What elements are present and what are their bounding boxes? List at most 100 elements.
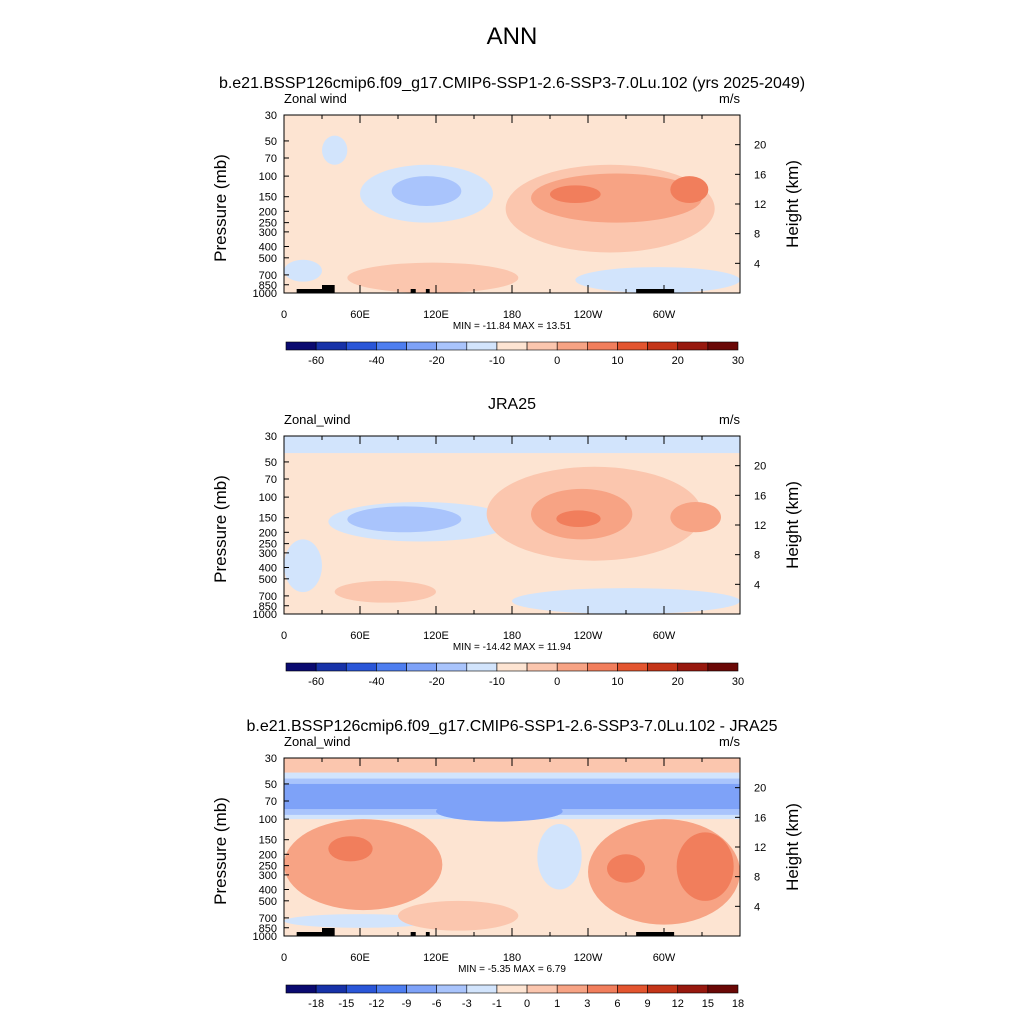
height-tick-label: 8 (754, 872, 760, 884)
colorbar-swatch (677, 662, 709, 672)
colorbar-swatch (617, 662, 648, 672)
colorbar-swatch (617, 984, 648, 994)
x-tick-label: 60W (653, 630, 676, 642)
variable-label: Zonal_wind (284, 412, 351, 427)
colorbar-label: -18 (308, 998, 324, 1010)
colorbar-swatch (496, 662, 528, 672)
colorbar-swatch (647, 341, 679, 351)
colorbar-label: -60 (308, 676, 324, 688)
x-tick-label: 180 (503, 952, 521, 964)
panels-group: b.e21.BSSP126cmip6.f09_g17.CMIP6-SSP1-2.… (211, 75, 805, 1010)
colorbar-label: 0 (554, 355, 560, 367)
contour-region-7 (556, 510, 601, 527)
x-tick-label: 120W (574, 630, 603, 642)
colorbar-swatch (587, 341, 618, 351)
colorbar-swatch (496, 341, 528, 351)
topography-mask (410, 289, 416, 293)
height-tick-label: 12 (754, 842, 766, 854)
colorbar-swatch (466, 984, 498, 994)
contour-band-1 (284, 436, 740, 454)
y-tick-label: 850 (259, 601, 277, 613)
y-tick-label: 100 (259, 492, 277, 504)
height-tick-label: 4 (754, 258, 760, 270)
colorbar-swatch (587, 984, 618, 994)
colorbar-label: -60 (308, 355, 324, 367)
colorbar-swatch (526, 984, 558, 994)
colorbar-swatch (707, 662, 739, 672)
x-tick-label: 60E (350, 630, 370, 642)
colorbar-label: 3 (584, 998, 590, 1010)
x-tick-label: 60E (350, 952, 370, 964)
contour-region-8 (670, 501, 722, 533)
colorbar-label: -15 (338, 998, 354, 1010)
colorbar-swatch (345, 984, 377, 994)
y-tick-label: 250 (259, 539, 277, 551)
y-axis-label: Pressure (mb) (211, 797, 230, 905)
contour-region-8 (537, 823, 582, 890)
contour-region-10 (575, 267, 740, 293)
y-tick-label: 200 (259, 849, 277, 861)
variable-label: Zonal_wind (284, 734, 351, 749)
y-tick-label: 300 (259, 227, 277, 239)
variable-label: Zonal wind (284, 91, 347, 106)
colorbar-swatch (376, 662, 407, 672)
x-tick-label: 120E (423, 630, 449, 642)
height-axis-label: Height (km) (783, 803, 802, 891)
y-tick-label: 850 (259, 923, 277, 935)
height-axis-label: Height (km) (783, 160, 802, 248)
chart-panel-1: b.e21.BSSP126cmip6.f09_g17.CMIP6-SSP1-2.… (211, 75, 805, 367)
colorbar-swatch (496, 984, 528, 994)
colorbar-swatch (406, 662, 437, 672)
colorbar-label: 20 (672, 676, 684, 688)
y-tick-label: 50 (265, 779, 277, 791)
panel-title: JRA25 (488, 396, 536, 413)
x-tick-label: 60W (653, 309, 676, 321)
y-tick-label: 400 (259, 562, 277, 574)
plot-area (284, 115, 740, 293)
height-tick-label: 16 (754, 490, 766, 502)
height-tick-label: 20 (754, 461, 766, 473)
contour-region-3 (347, 506, 462, 533)
colorbar-label: 9 (645, 998, 651, 1010)
min-max-label: MIN = -14.42 MAX = 11.94 (453, 642, 572, 653)
x-tick-label: 120E (423, 952, 449, 964)
topography-mask (322, 928, 335, 936)
topography-mask (296, 289, 329, 293)
colorbar-label: 18 (732, 998, 744, 1010)
colorbar-swatch (556, 341, 588, 351)
contour-region-13 (398, 900, 519, 931)
colorbar-label: -40 (368, 676, 384, 688)
colorbar-label: 12 (672, 998, 684, 1010)
topography-mask (425, 289, 430, 293)
colorbar-swatch (436, 341, 468, 351)
height-tick-label: 12 (754, 199, 766, 211)
units-label: m/s (719, 412, 740, 427)
colorbar-label: -10 (489, 355, 505, 367)
colorbar-label: 15 (702, 998, 714, 1010)
colorbar-label: 30 (732, 676, 744, 688)
height-axis-label: Height (km) (783, 481, 802, 569)
y-tick-label: 1000 (253, 288, 277, 300)
contour-region-8 (347, 262, 519, 293)
y-axis-label: Pressure (mb) (211, 154, 230, 262)
y-tick-label: 1000 (253, 931, 277, 943)
contour-region-7 (670, 176, 709, 204)
y-tick-label: 70 (265, 796, 277, 808)
contour-region-1 (322, 135, 348, 165)
colorbar-swatch (466, 662, 498, 672)
colorbar-label: -10 (489, 676, 505, 688)
colorbar-swatch (526, 341, 558, 351)
contour-region-3 (391, 176, 462, 206)
units-label: m/s (719, 734, 740, 749)
contour-region-10 (607, 854, 645, 883)
y-tick-label: 100 (259, 171, 277, 183)
contour-region-4 (284, 539, 322, 593)
y-tick-label: 850 (259, 280, 277, 292)
colorbar-label: -3 (462, 998, 472, 1010)
colorbar: -60 -40 -20 -10 0 10 20 30 (285, 341, 744, 367)
colorbar-swatch (285, 662, 317, 672)
height-tick-label: 16 (754, 169, 766, 181)
height-tick-label: 20 (754, 140, 766, 152)
